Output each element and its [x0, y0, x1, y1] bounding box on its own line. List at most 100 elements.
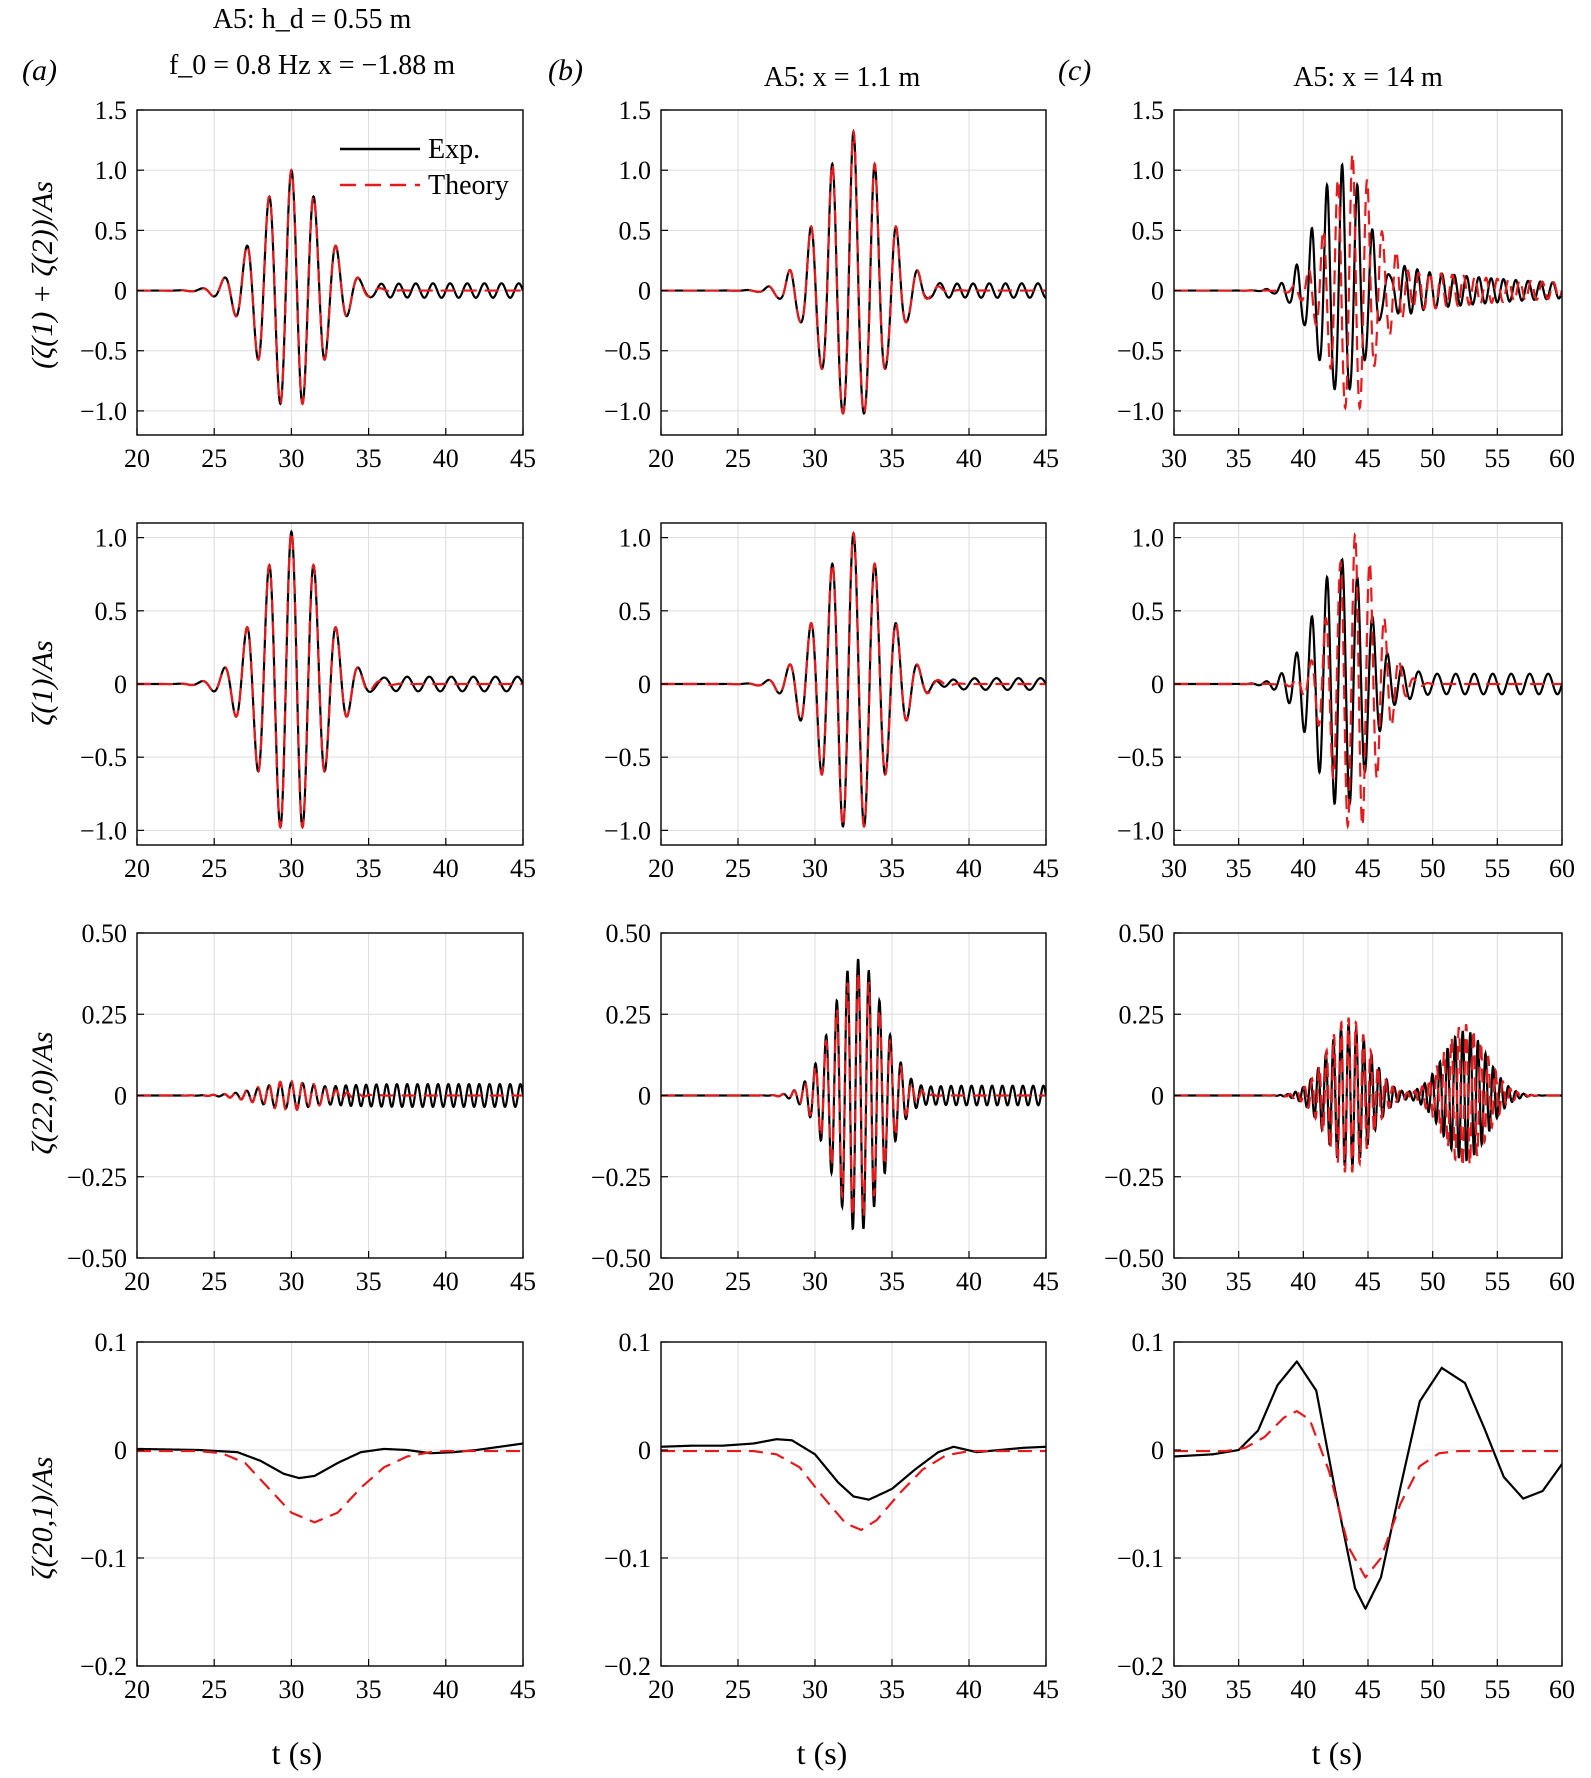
x-tick-label: 30 — [802, 1267, 828, 1296]
x-tick-label: 25 — [725, 1675, 751, 1704]
x-tick-label: 45 — [1355, 1267, 1381, 1296]
x-tick-label: 25 — [201, 854, 227, 883]
x-tick-label: 40 — [956, 1267, 982, 1296]
x-tick-label: 40 — [1290, 854, 1316, 883]
y-tick-label: 0.25 — [1119, 1000, 1165, 1029]
x-tick-label: 30 — [1161, 444, 1187, 473]
x-tick-label: 30 — [1161, 1675, 1187, 1704]
series-line-theory — [1174, 1017, 1562, 1173]
x-tick-label: 30 — [278, 854, 304, 883]
x-tick-label: 20 — [648, 854, 674, 883]
panel-letter-c: (c) — [1058, 54, 1091, 87]
y-tick-label: −0.2 — [1117, 1652, 1164, 1681]
y-tick-label: −1.0 — [1117, 397, 1164, 426]
xlabel-col-b: t (s) — [797, 1735, 848, 1771]
ylabel-row-2: ζ(1)/As — [26, 640, 59, 725]
x-tick-label: 40 — [1290, 444, 1316, 473]
x-tick-label: 40 — [956, 1675, 982, 1704]
x-tick-label: 40 — [1290, 1267, 1316, 1296]
panel-a-row-3: 20 25 30 35 40 45 −0.50 −0.25 0 0.25 0.50 — [67, 919, 536, 1296]
y-tick-label: 1.5 — [95, 96, 128, 125]
x-tick-label: 20 — [124, 444, 150, 473]
x-tick-label: 20 — [124, 1675, 150, 1704]
series-line-theory — [661, 1449, 1046, 1532]
x-tick-label: 45 — [510, 854, 536, 883]
x-tick-label: 25 — [201, 1267, 227, 1296]
y-tick-label: −0.25 — [591, 1163, 651, 1192]
series-line-exp — [661, 128, 1046, 415]
x-tick-label: 35 — [1226, 444, 1252, 473]
y-tick-label: 0 — [638, 1082, 651, 1111]
y-tick-label: 0.5 — [1132, 597, 1165, 626]
x-tick-label: 50 — [1420, 854, 1446, 883]
ylabel-row-1: (ζ(1) + ζ(2))/As — [26, 181, 59, 369]
x-tick-label: 30 — [802, 854, 828, 883]
y-tick-label: −0.50 — [67, 1244, 127, 1273]
x-tick-label: 60 — [1549, 1675, 1575, 1704]
y-tick-label: −0.50 — [591, 1244, 651, 1273]
plot-grid: 20 25 30 35 40 45−1.0−0.500.51.01.520 25 30 35 40… — [67, 96, 1575, 1704]
y-tick-label: −1.0 — [80, 397, 127, 426]
axes-frame — [660, 1341, 1047, 1667]
y-tick-label: 0 — [1151, 1082, 1164, 1111]
x-tick-label: 35 — [879, 1675, 905, 1704]
x-tick-label: 45 — [1033, 1267, 1059, 1296]
series-line-exp — [137, 1442, 523, 1480]
series-line-exp — [661, 1438, 1046, 1501]
y-tick-label: 1.0 — [1132, 156, 1165, 185]
x-tick-label: 20 — [124, 1267, 150, 1296]
x-tick-label: 45 — [1033, 854, 1059, 883]
panel-letter-b: (b) — [548, 54, 583, 87]
x-tick-label: 35 — [356, 1675, 382, 1704]
y-tick-label: −1.0 — [80, 816, 127, 845]
axes-frame — [136, 109, 524, 436]
series-line-theory — [1174, 153, 1562, 411]
x-tick-label: 55 — [1484, 444, 1510, 473]
y-tick-label: 1.0 — [619, 524, 652, 553]
y-tick-label: −0.25 — [67, 1163, 127, 1192]
series-line-theory — [661, 128, 1046, 415]
y-tick-label: 1.0 — [95, 156, 128, 185]
x-tick-label: 35 — [1226, 1675, 1252, 1704]
series-line-theory — [661, 530, 1046, 828]
panel-a-row-1: 20 25 30 35 40 45 −1.0 −0.5 0 0.5 1.0 1.5 — [80, 96, 536, 473]
x-tick-label: 45 — [1355, 1675, 1381, 1704]
y-tick-label: 0.5 — [619, 216, 652, 245]
y-tick-label: −0.1 — [1117, 1544, 1164, 1573]
y-tick-label: −0.2 — [80, 1652, 127, 1681]
x-tick-label: 30 — [802, 444, 828, 473]
y-tick-label: 0.5 — [95, 216, 128, 245]
x-tick-label: 45 — [510, 1267, 536, 1296]
y-tick-label: −0.5 — [604, 337, 651, 366]
y-tick-label: −1.0 — [1117, 816, 1164, 845]
y-tick-label: 0.1 — [619, 1328, 652, 1357]
y-tick-label: 0.50 — [82, 919, 128, 948]
x-tick-label: 45 — [1033, 1675, 1059, 1704]
column-head-a-line1: A5: h_d = 0.55 m — [213, 4, 412, 35]
axes-frame — [660, 109, 1047, 436]
y-tick-label: 0.5 — [619, 597, 652, 626]
panel-c-row-3: 30 35 40 45 50 55 60 −0.50 −0.25 0 0.25 0.50 — [1104, 919, 1575, 1296]
x-tick-label: 40 — [433, 1675, 459, 1704]
y-tick-label: 0 — [114, 670, 127, 699]
y-tick-label: −0.2 — [604, 1652, 651, 1681]
series-line-theory — [137, 1079, 523, 1112]
panel-c-row-2: 30 35 40 45 50 55 60 −1.0 −0.5 0 0.5 1.0 — [1117, 522, 1575, 883]
y-tick-label: 1.5 — [1132, 96, 1165, 125]
y-tick-label: 0 — [114, 1436, 127, 1465]
x-tick-label: 45 — [1355, 444, 1381, 473]
panel-b-row-2: 20 25 30 35 40 45 −1.0 −0.5 0 0.5 1.0 — [604, 522, 1059, 883]
y-tick-label: −0.5 — [80, 743, 127, 772]
x-tick-label: 25 — [725, 1267, 751, 1296]
column-head-b: A5: x = 1.1 m — [764, 62, 921, 93]
series-line-theory — [137, 529, 523, 830]
x-tick-label: 25 — [201, 1675, 227, 1704]
panel-a-row-2: 20 25 30 35 40 45 −1.0 −0.5 0 0.5 1.0 — [80, 522, 536, 883]
x-tick-label: 30 — [1161, 1267, 1187, 1296]
x-tick-label: 35 — [879, 1267, 905, 1296]
x-tick-label: 35 — [879, 444, 905, 473]
y-tick-label: 1.0 — [95, 524, 128, 553]
x-tick-label: 40 — [956, 444, 982, 473]
y-tick-label: 0.25 — [82, 1000, 128, 1029]
x-tick-label: 60 — [1549, 854, 1575, 883]
